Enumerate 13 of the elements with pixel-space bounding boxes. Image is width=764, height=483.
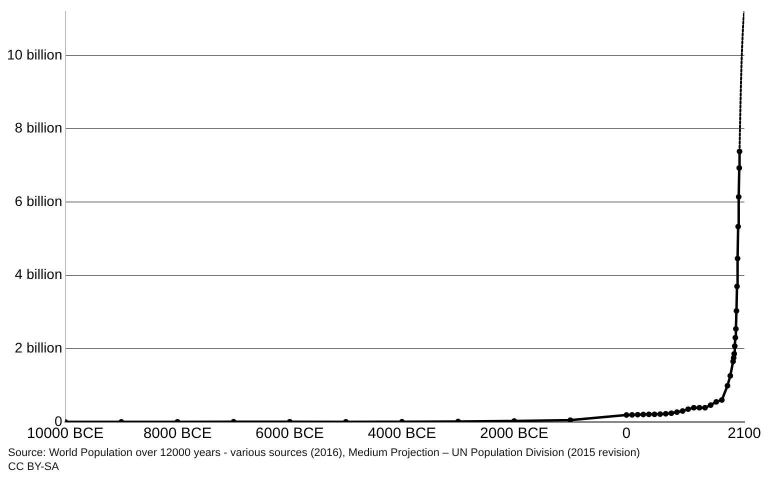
- x-tick-label: 0: [622, 425, 631, 442]
- source-note: Source: World Population over 12000 years - various sources (2016), Medium Projection – UN Population Division (2015 revision): [8, 446, 640, 460]
- y-tick-label: 6 billion: [14, 192, 62, 209]
- y-tick-label: 8 billion: [14, 120, 62, 136]
- x-tick-label: 6000 BCE: [256, 425, 324, 442]
- x-tick-label: 4000 BCE: [368, 425, 436, 442]
- text: CC BY-SA: [8, 460, 60, 474]
- x-tick-label: 8000 BCE: [143, 425, 212, 442]
- y-tick-label: 2 billion: [14, 340, 62, 356]
- y-tick-label: 10 billion: [6, 46, 62, 62]
- y-tick-label: 4 billion: [14, 266, 62, 282]
- x-tick-label: 2000 BCE: [480, 425, 548, 442]
- x-tick-label: 2100: [728, 425, 762, 442]
